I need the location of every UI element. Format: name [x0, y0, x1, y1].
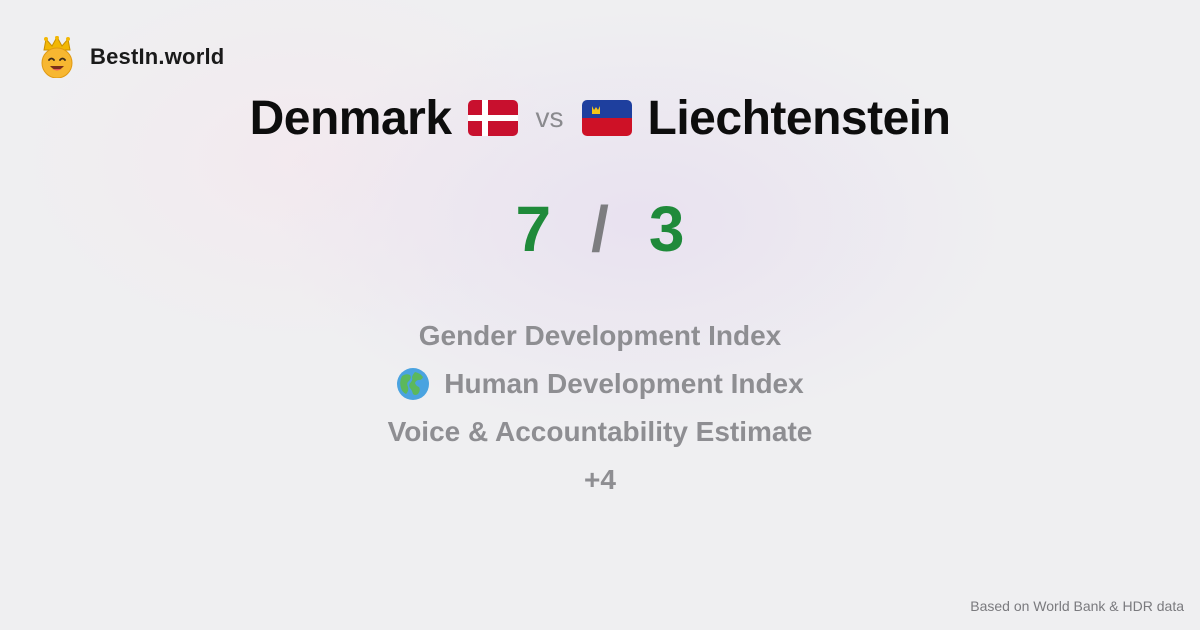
data-source-note: Based on World Bank & HDR data: [970, 598, 1184, 614]
metric-item: Gender Development Index: [0, 312, 1200, 360]
metric-label: Gender Development Index: [418, 320, 782, 351]
metric-item: Voice & Accountability Estimate: [0, 408, 1200, 456]
globe-icon: [397, 368, 430, 400]
crown-smiley-icon: [41, 36, 73, 78]
comparison-title: Denmark vs Liechtenstein: [0, 86, 1200, 150]
score-separator: /: [591, 193, 609, 265]
denmark-flag-icon: [467, 100, 518, 136]
more-metrics-count: +4: [0, 456, 1200, 504]
right-country-name: Liechtenstein: [647, 91, 951, 145]
metric-label: Human Development Index: [444, 368, 804, 399]
metric-label: Voice & Accountability Estimate: [387, 416, 813, 447]
metric-item: Human Development Index: [0, 360, 1200, 408]
brand[interactable]: BestIn.world: [38, 36, 224, 78]
right-score: 3: [648, 193, 685, 265]
vs-label: vs: [535, 102, 564, 133]
left-score: 7: [515, 193, 552, 265]
metrics-list: Gender Development Index Human Developme…: [0, 312, 1200, 504]
left-country-name: Denmark: [249, 91, 452, 145]
score: 7 / 3: [0, 192, 1200, 266]
liechtenstein-flag-icon: [581, 100, 632, 136]
brand-name: BestIn.world: [90, 44, 225, 69]
metric-label: +4: [584, 464, 616, 495]
